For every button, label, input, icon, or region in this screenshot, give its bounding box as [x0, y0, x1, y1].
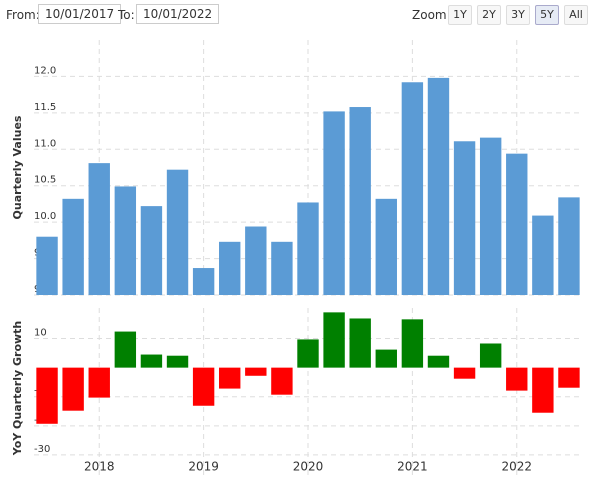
from-label: From:: [6, 8, 40, 22]
bar: [192, 367, 215, 406]
bar: [62, 198, 84, 295]
y-tick-label: 12.0: [34, 65, 56, 76]
bar: [114, 331, 137, 368]
bar: [219, 241, 241, 295]
bar: [375, 198, 397, 295]
y-axis-title: YoY Quarterly Growth: [11, 321, 24, 457]
bar: [401, 319, 424, 368]
zoom-button[interactable]: 2Y: [477, 5, 501, 25]
x-tick-label: 2022: [501, 460, 532, 474]
bar: [375, 349, 397, 368]
bar: [323, 111, 345, 296]
bar: [245, 367, 267, 376]
bar: [558, 197, 580, 295]
bar: [62, 367, 84, 411]
bar: [140, 206, 163, 295]
bar: [532, 367, 554, 413]
bar: [323, 312, 345, 368]
bar: [114, 186, 137, 295]
x-tick-label: 2020: [293, 460, 324, 474]
bar: [506, 367, 528, 391]
bar: [558, 367, 580, 388]
y-tick-label: 10: [34, 328, 47, 339]
bar: [36, 367, 58, 424]
zoom-button[interactable]: 5Y: [535, 5, 559, 25]
bar: [427, 77, 450, 295]
bar: [506, 153, 528, 295]
bar: [88, 367, 110, 398]
y-tick-label: -30: [34, 444, 50, 455]
bar: [427, 355, 450, 368]
bar: [245, 226, 267, 295]
bar: [166, 355, 189, 368]
bar: [297, 339, 319, 368]
bar: [401, 82, 424, 295]
bar: [532, 215, 554, 295]
bar: [349, 318, 371, 368]
zoom-button[interactable]: 1Y: [448, 5, 472, 25]
bar: [88, 163, 110, 295]
bar: [219, 367, 241, 389]
bar: [479, 137, 502, 295]
zoom-button[interactable]: 3Y: [506, 5, 530, 25]
y-tick-label: 11.0: [34, 138, 56, 149]
from-input[interactable]: 10/01/2017: [38, 4, 122, 24]
to-input[interactable]: 10/01/2022: [136, 4, 220, 24]
bar: [297, 202, 319, 295]
bar: [349, 107, 371, 296]
x-tick-label: 2019: [188, 460, 219, 474]
bar: [453, 367, 476, 379]
y-axis-title: Quarterly Values: [11, 115, 24, 219]
zoom-button[interactable]: All: [564, 5, 588, 25]
toolbar: From: 10/01/2017 To: 10/01/2022 Zoom: 1Y…: [0, 0, 600, 30]
bar: [192, 268, 215, 295]
bar: [479, 343, 502, 368]
x-tick-label: 2018: [84, 460, 115, 474]
y-tick-label: 10.0: [34, 211, 56, 222]
bar: [140, 354, 163, 368]
bar: [453, 141, 476, 295]
bar: [36, 236, 58, 295]
x-tick-label: 2021: [397, 460, 428, 474]
y-tick-label: 11.5: [34, 102, 56, 113]
to-label: To:: [118, 8, 135, 22]
y-tick-label: 10.5: [34, 175, 56, 186]
bar: [166, 169, 189, 295]
zoom-label: Zoom:: [412, 8, 451, 22]
bar: [271, 241, 293, 295]
bar: [271, 367, 293, 395]
